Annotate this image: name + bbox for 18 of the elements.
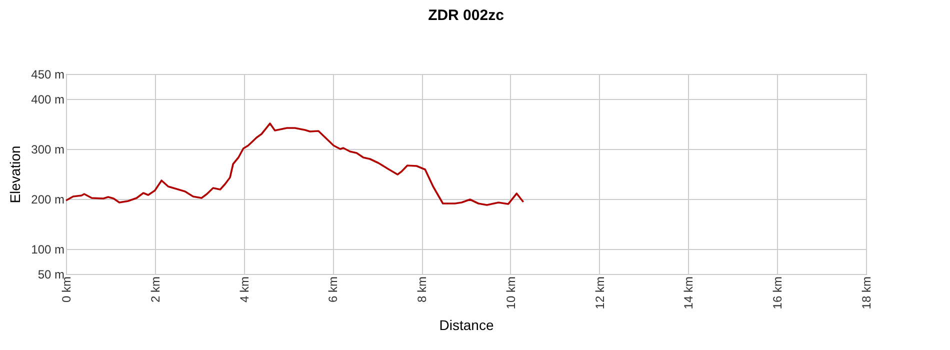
y-tick-label: 300 m [31, 142, 64, 156]
line-series [65, 122, 524, 206]
x-axis-title: Distance [439, 317, 494, 334]
x-tick-label: 2 km [148, 276, 162, 303]
x-tick-label: 14 km [682, 276, 696, 310]
x-tick-label: 6 km [326, 276, 340, 303]
y-tick-label: 100 m [31, 242, 64, 256]
y-tick-label: 200 m [31, 192, 64, 206]
y-axis-title: Elevation [7, 146, 24, 204]
chart-title: ZDR 002zc [428, 7, 504, 24]
x-tick-label: 18 km [860, 276, 874, 310]
x-tick-label: 4 km [237, 276, 252, 303]
x-tick-label: 16 km [770, 276, 785, 310]
y-tick-label: 400 m [31, 92, 64, 106]
x-tick-label: 8 km [415, 276, 430, 303]
x-tick-label: 10 km [504, 276, 518, 310]
y-tick-label: 450 m [31, 68, 64, 82]
x-tick-label: 12 km [592, 276, 607, 310]
